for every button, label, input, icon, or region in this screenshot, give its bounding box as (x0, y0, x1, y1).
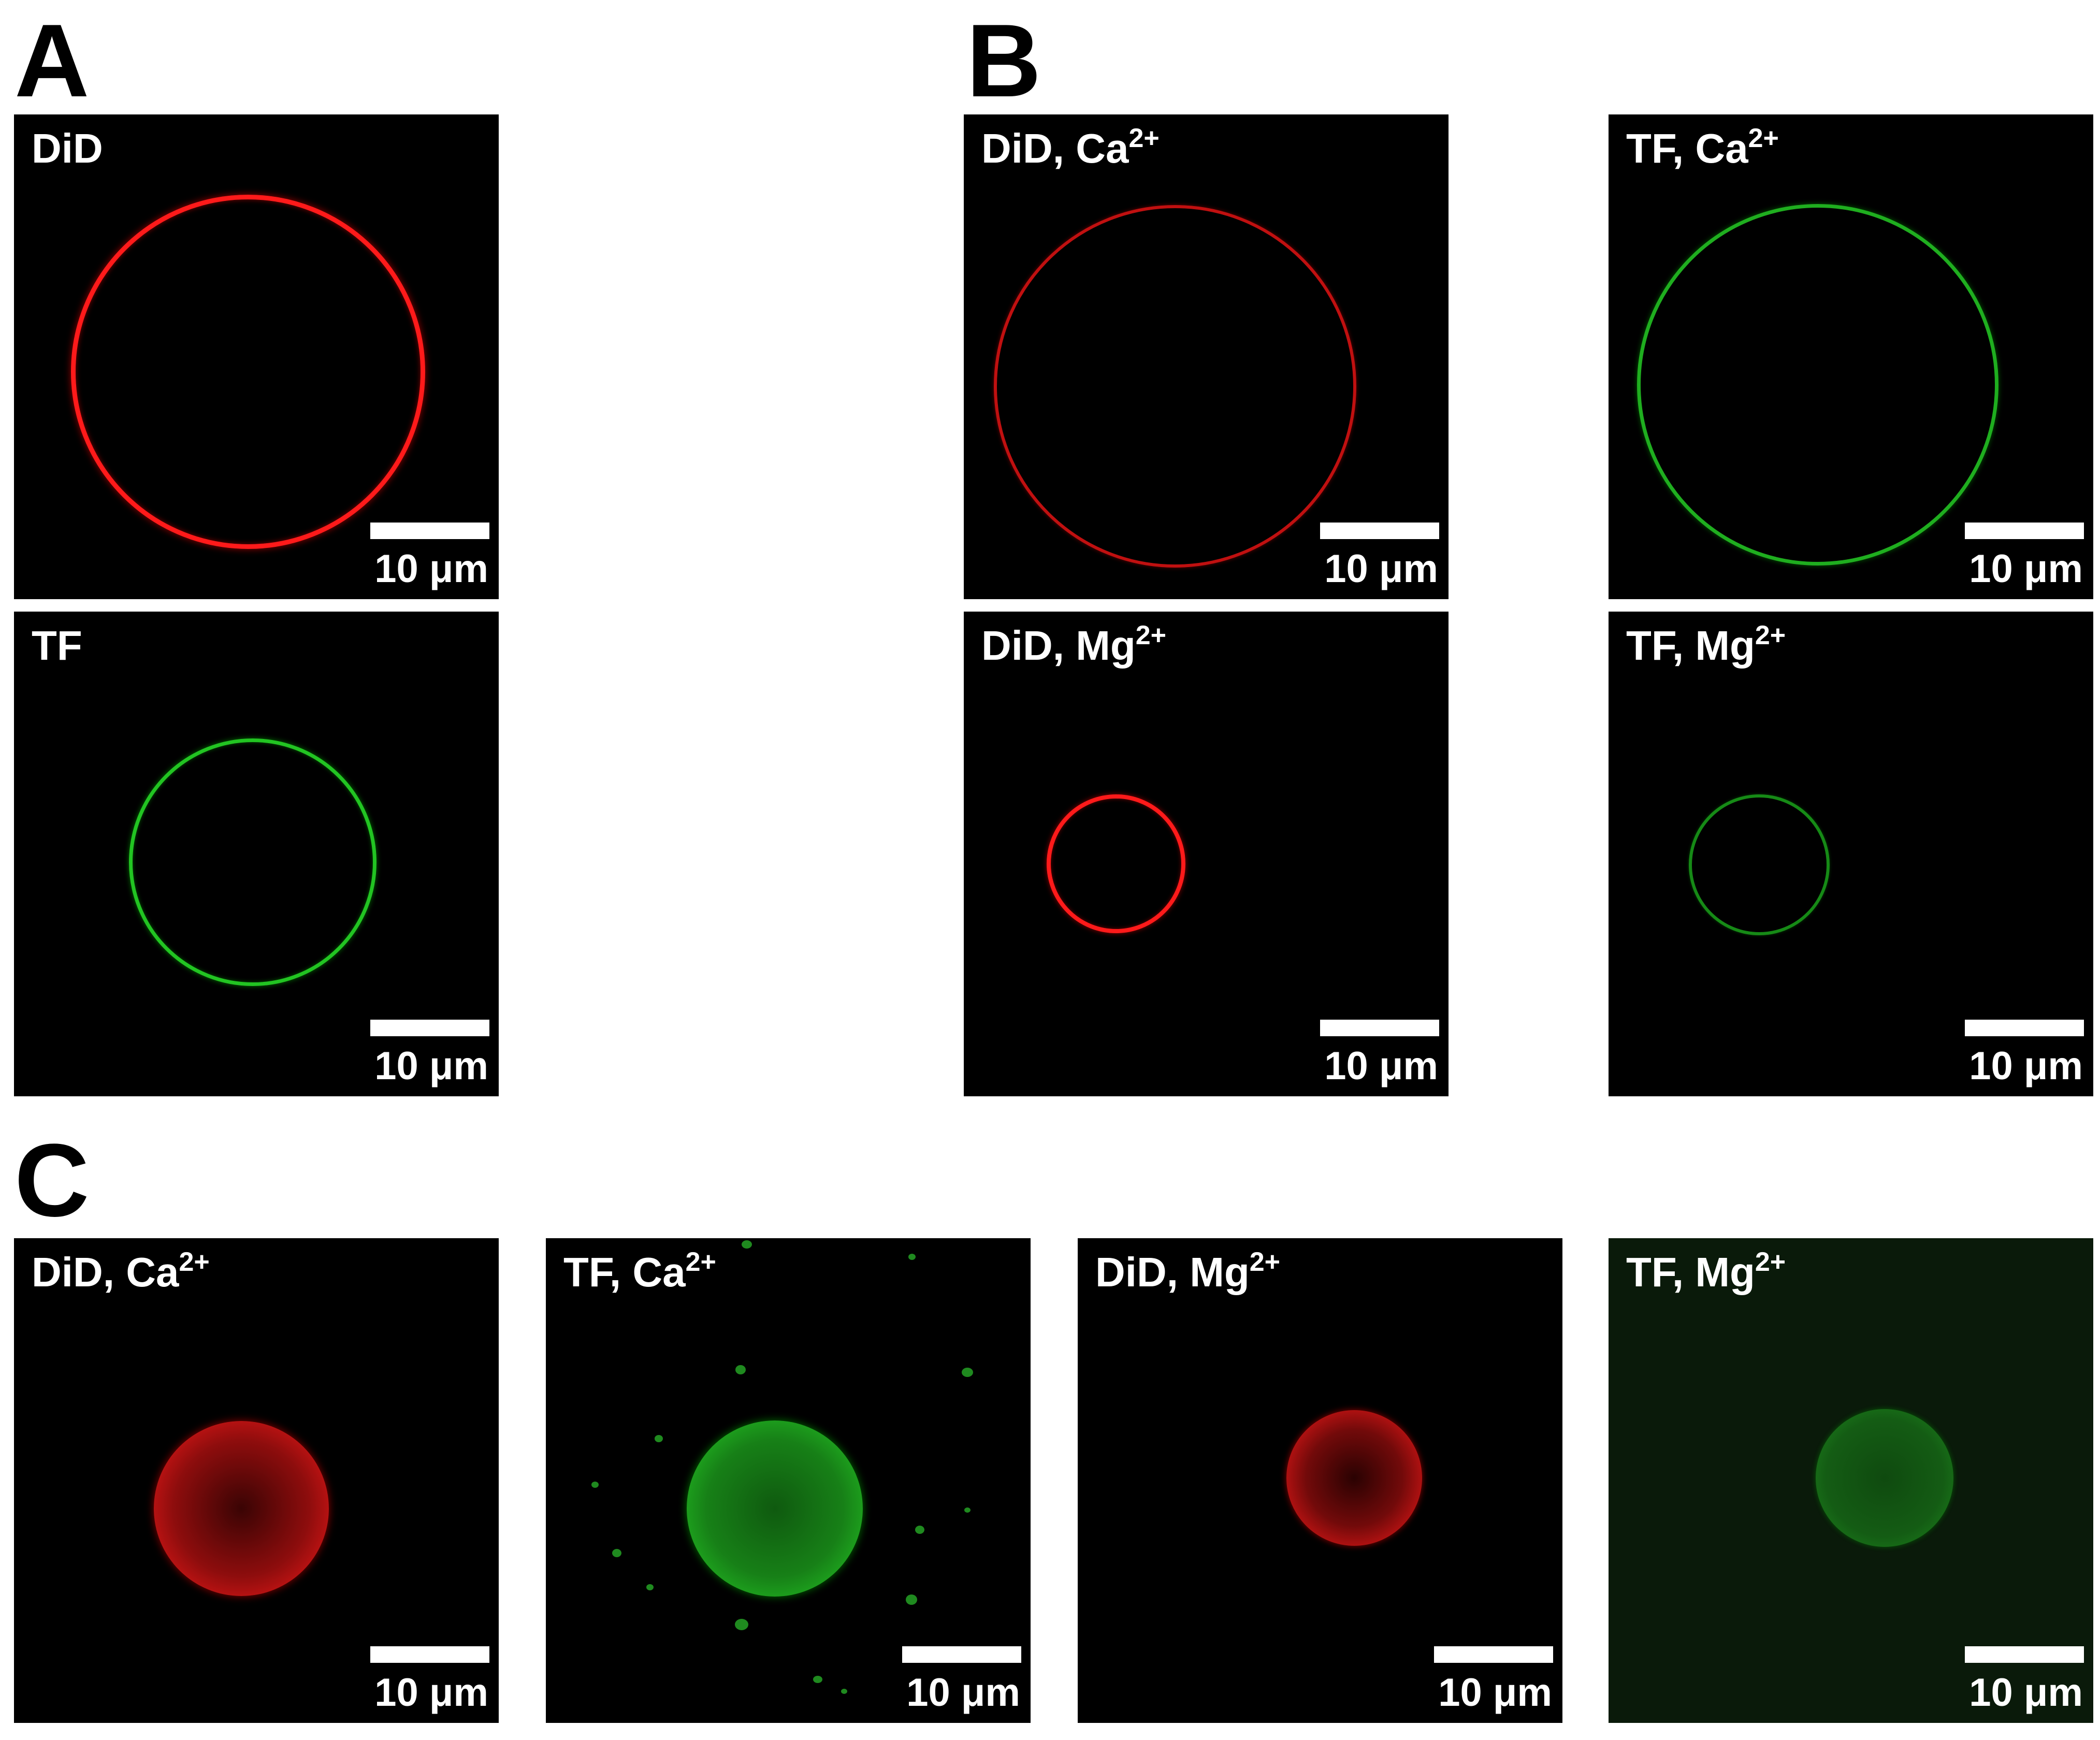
micrograph-panel-b-did-mg: DiD, Mg2+ 10 μm (964, 612, 1449, 1096)
vesicle-ring-green (1689, 794, 1830, 935)
panel-label: DiD (32, 125, 103, 171)
panel-label: TF, Mg2+ (1626, 620, 1786, 669)
scale-bar (370, 1646, 489, 1663)
scale-bar-label: 10 μm (906, 1671, 1020, 1715)
section-label-b: B (966, 3, 1041, 119)
panel-label: DiD, Ca2+ (981, 123, 1160, 171)
fluorescent-particle (735, 1365, 746, 1374)
vesicle-disc-red (154, 1421, 329, 1596)
fluorescent-particle (655, 1435, 663, 1442)
micrograph-panel-a-did: DiD 10 μm (14, 114, 499, 599)
scale-bar-label: 10 μm (374, 547, 488, 591)
vesicle-ring-red (71, 195, 425, 549)
fluorescent-particle (906, 1594, 917, 1605)
micrograph-panel-a-tf: TF 10 μm (14, 612, 499, 1096)
scale-bar-label: 10 μm (1969, 1044, 2083, 1088)
fluorescent-particle (908, 1254, 916, 1260)
fluorescent-particle (813, 1676, 822, 1683)
fluorescent-particle (612, 1549, 621, 1557)
panel-label: DiD, Mg2+ (1095, 1247, 1281, 1295)
scale-bar (370, 1020, 489, 1036)
panel-label: DiD, Mg2+ (981, 620, 1167, 669)
scale-bar (1434, 1646, 1553, 1663)
scale-bar-label: 10 μm (1969, 1671, 2083, 1715)
fluorescent-particle (962, 1368, 973, 1377)
scale-bar-label: 10 μm (1438, 1671, 1552, 1715)
vesicle-ring-red (994, 205, 1356, 568)
scale-bar (902, 1646, 1021, 1663)
section-label-a: A (15, 3, 90, 119)
vesicle-disc-red (1286, 1410, 1422, 1546)
section-label-c: C (15, 1123, 90, 1238)
scale-bar-label: 10 μm (1969, 547, 2083, 591)
vesicle-ring-green (129, 738, 376, 986)
micrograph-panel-c-did-mg: DiD, Mg2+ 10 μm (1078, 1238, 1562, 1723)
scale-bar-label: 10 μm (374, 1671, 488, 1715)
scale-bar (1965, 1646, 2084, 1663)
fluorescent-particle (591, 1482, 599, 1488)
scale-bar-label: 10 μm (374, 1044, 488, 1088)
fluorescent-particle (735, 1619, 748, 1630)
fluorescent-particle (646, 1584, 654, 1590)
panel-label: TF, Mg2+ (1626, 1247, 1786, 1295)
micrograph-panel-b-tf-ca: TF, Ca2+ 10 μm (1609, 114, 2093, 599)
micrograph-panel-b-did-ca: DiD, Ca2+ 10 μm (964, 114, 1449, 599)
scale-bar-label: 10 μm (1324, 547, 1438, 591)
vesicle-disc-green (1816, 1409, 1953, 1547)
scale-bar (1965, 523, 2084, 539)
micrograph-panel-c-tf-ca: TF, Ca2+ 10 μm (546, 1238, 1031, 1723)
fluorescent-particle (964, 1507, 971, 1513)
panel-label: TF, Ca2+ (563, 1247, 716, 1295)
scale-bar (1320, 1020, 1439, 1036)
fluorescent-particle (915, 1526, 924, 1534)
panel-label: DiD, Ca2+ (32, 1247, 210, 1295)
fluorescent-particle (841, 1689, 847, 1694)
micrograph-panel-c-tf-mg: TF, Mg2+ 10 μm (1609, 1238, 2093, 1723)
micrograph-panel-c-did-ca: DiD, Ca2+ 10 μm (14, 1238, 499, 1723)
scale-bar (1965, 1020, 2084, 1036)
vesicle-ring-red (1047, 794, 1185, 933)
fluorescent-particle (742, 1240, 752, 1249)
micrograph-panel-b-tf-mg: TF, Mg2+ 10 μm (1609, 612, 2093, 1096)
scale-bar (370, 523, 489, 539)
panel-label: TF (32, 622, 82, 669)
vesicle-ring-green (1637, 204, 1998, 566)
scale-bar-label: 10 μm (1324, 1044, 1438, 1088)
scale-bar (1320, 523, 1439, 539)
vesicle-disc-green (687, 1420, 863, 1597)
panel-label: TF, Ca2+ (1626, 123, 1779, 171)
